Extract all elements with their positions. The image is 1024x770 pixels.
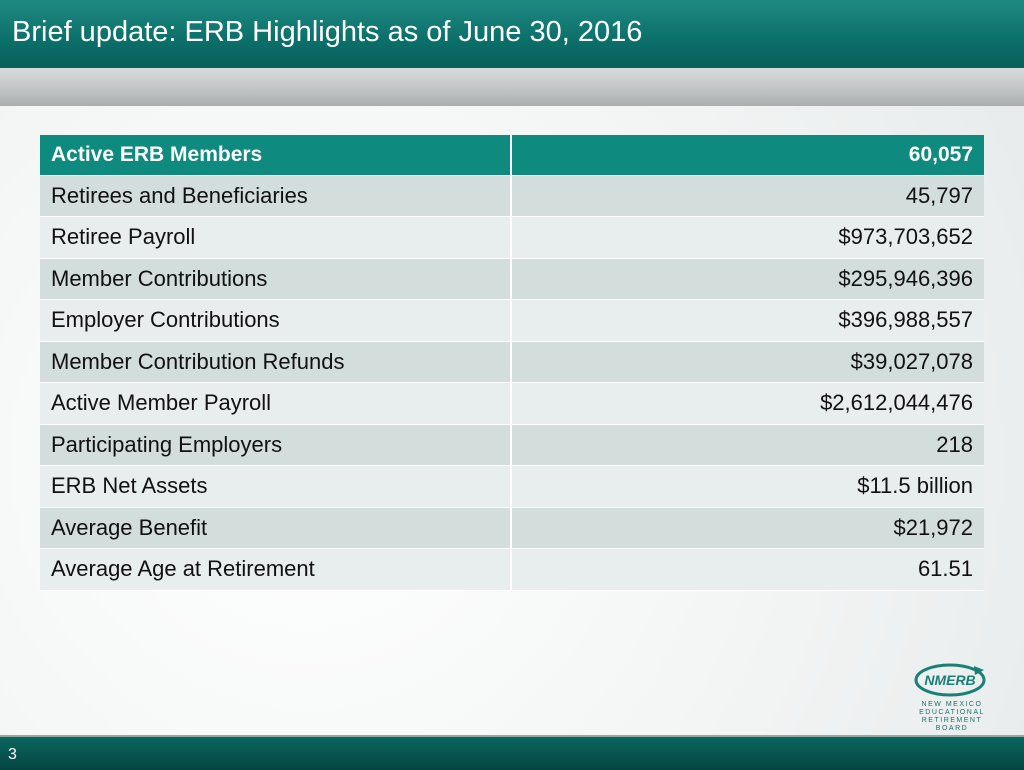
row-value: $973,703,652 bbox=[511, 216, 984, 259]
page-number: 3 bbox=[8, 746, 17, 763]
title-band bbox=[0, 68, 1024, 106]
row-value: 60,057 bbox=[511, 135, 984, 176]
logo-line: NEW MEXICO bbox=[922, 701, 983, 708]
row-value: 218 bbox=[511, 424, 984, 466]
row-label: Average Benefit bbox=[40, 507, 512, 549]
row-value: $396,988,557 bbox=[511, 299, 984, 342]
row-label: Retirees and Beneficiaries bbox=[40, 175, 512, 217]
logo-line: BOARD bbox=[936, 725, 968, 732]
highlights-table: Active ERB Members 60,057 Retirees and Ben… bbox=[40, 135, 984, 591]
row-value: 45,797 bbox=[511, 175, 984, 217]
row-value: $11.5 billion bbox=[511, 465, 984, 508]
row-label: Retiree Payroll bbox=[40, 216, 512, 259]
row-label: Member Contribution Refunds bbox=[40, 341, 512, 383]
table-row: Participating Employers 218 bbox=[40, 424, 984, 466]
table-row: Retirees and Beneficiaries 45,797 bbox=[40, 175, 984, 217]
row-label: Active ERB Members bbox=[40, 135, 512, 176]
row-label: Average Age at Retirement bbox=[40, 548, 512, 591]
logo-line: EDUCATIONAL bbox=[919, 709, 985, 716]
logo-line: RETIREMENT bbox=[922, 717, 983, 724]
table-row: Member Contributions $295,946,396 bbox=[40, 258, 984, 300]
table-row: Average Benefit $21,972 bbox=[40, 507, 984, 549]
row-label: ERB Net Assets bbox=[40, 465, 512, 508]
row-label: Participating Employers bbox=[40, 424, 512, 466]
row-value: $2,612,044,476 bbox=[511, 382, 984, 425]
row-value: $39,027,078 bbox=[511, 341, 984, 383]
logo: NMERB NEW MEXICO EDUCATIONAL RETIREMENT … bbox=[914, 663, 986, 732]
row-value: $295,946,396 bbox=[511, 258, 984, 300]
row-label: Employer Contributions bbox=[40, 299, 512, 342]
row-label: Active Member Payroll bbox=[40, 382, 512, 425]
row-label: Member Contributions bbox=[40, 258, 512, 300]
title-bar: Brief update: ERB Highlights as of June … bbox=[0, 0, 1024, 68]
logo-ring bbox=[914, 663, 986, 697]
table-row: Active ERB Members 60,057 bbox=[40, 135, 984, 176]
footer-bar: 3 bbox=[0, 735, 1024, 770]
row-value: 61.51 bbox=[511, 548, 984, 591]
table-row: Average Age at Retirement 61.51 bbox=[40, 548, 984, 591]
table-row: Active Member Payroll $2,612,044,476 bbox=[40, 382, 984, 425]
table-row: ERB Net Assets $11.5 billion bbox=[40, 465, 984, 508]
logo-name: NMERB bbox=[924, 672, 975, 688]
logo-arrow bbox=[974, 666, 984, 675]
table-row: Retiree Payroll $973,703,652 bbox=[40, 216, 984, 259]
table-row: Member Contribution Refunds $39,027,078 bbox=[40, 341, 984, 383]
row-value: $21,972 bbox=[511, 507, 984, 549]
slide-title: Brief update: ERB Highlights as of June … bbox=[12, 16, 643, 48]
table-row: Employer Contributions $396,988,557 bbox=[40, 299, 984, 342]
